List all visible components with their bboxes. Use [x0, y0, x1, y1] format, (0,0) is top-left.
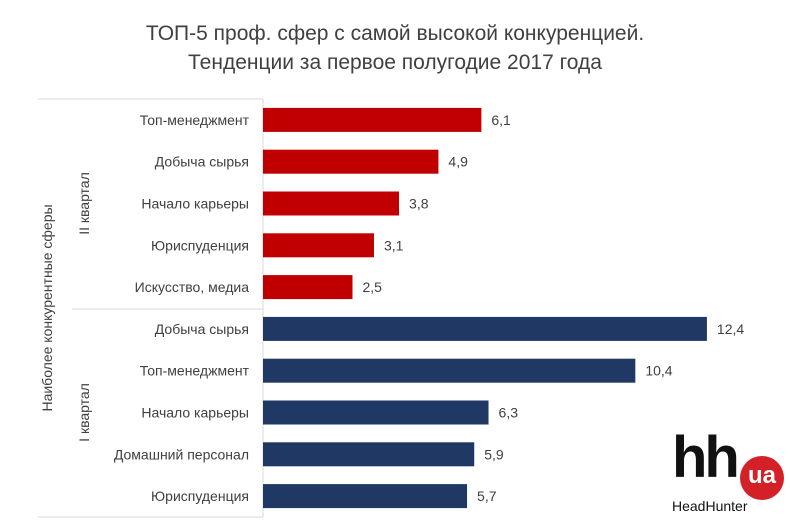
- data-label: 4,9: [448, 154, 468, 170]
- logo-hh: hh: [672, 425, 740, 490]
- group-label: II квартал: [76, 172, 92, 235]
- data-label: 2,5: [363, 279, 383, 295]
- chart-title-line1: ТОП-5 проф. сфер с самой высокой конкуре…: [145, 22, 645, 45]
- category-label: Домашний персонал: [114, 446, 249, 462]
- bar: [263, 484, 468, 509]
- data-label: 10,4: [645, 363, 672, 379]
- data-label: 3,8: [409, 196, 429, 212]
- bar: [263, 316, 707, 341]
- category-label: Юриспуденция: [151, 488, 249, 504]
- bar: [263, 400, 489, 425]
- data-label: 12,4: [717, 321, 744, 337]
- category-label: Юриспуденция: [151, 237, 249, 253]
- y-axis-title: Наиболее конкурентные сферы: [39, 204, 55, 411]
- bar: [263, 149, 439, 174]
- category-label: Добыча сырья: [155, 321, 249, 337]
- logo-ua-badge: ua: [740, 456, 784, 500]
- category-label: Добыча сырья: [155, 154, 249, 170]
- bar: [263, 275, 353, 300]
- chart-title-line2: Тенденции за первое полугодие 2017 года: [188, 51, 602, 74]
- category-label: Искусство, медиа: [135, 279, 250, 295]
- bar: [263, 107, 482, 132]
- category-label: Начало карьеры: [141, 405, 249, 421]
- data-label: 3,1: [384, 237, 404, 253]
- logo-name: HeadHunter: [672, 498, 748, 514]
- data-label: 6,1: [491, 112, 511, 128]
- headhunter-logo: hh ua HeadHunter: [672, 425, 784, 518]
- data-label: 5,7: [477, 488, 497, 504]
- data-label: 6,3: [499, 405, 519, 421]
- bar: [263, 233, 374, 258]
- group-label: I квартал: [76, 383, 92, 442]
- category-label: Топ-менеджмент: [140, 112, 250, 128]
- category-label: Топ-менеджмент: [140, 363, 250, 379]
- bar: [263, 358, 636, 383]
- bar: [263, 442, 475, 467]
- category-label: Начало карьеры: [141, 196, 249, 212]
- bar: [263, 191, 400, 216]
- data-label: 5,9: [484, 446, 504, 462]
